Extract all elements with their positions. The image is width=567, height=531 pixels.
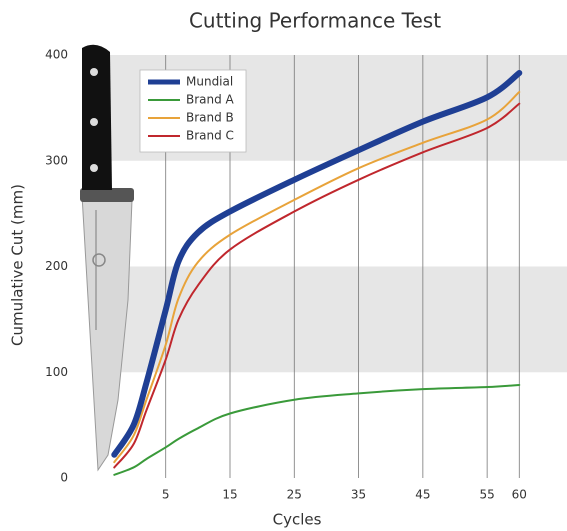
series-line <box>113 102 521 469</box>
x-tick-label: 15 <box>222 488 237 502</box>
y-tick-label: 400 <box>45 48 68 62</box>
knife-illustration <box>80 44 134 472</box>
series-line <box>113 91 521 464</box>
legend-label: Brand C <box>186 129 234 143</box>
x-tick-label: 25 <box>287 488 302 502</box>
y-tick-label: 200 <box>45 259 68 273</box>
chart-title: Cutting Performance Test <box>189 9 441 33</box>
x-tick-label: 60 <box>512 488 527 502</box>
y-tick-label: 300 <box>45 153 68 167</box>
x-axis-label: Cycles <box>273 511 322 529</box>
x-tick-label: 45 <box>415 488 430 502</box>
legend-label: Mundial <box>186 75 233 89</box>
grid-band <box>110 266 567 373</box>
y-axis-label: Cumulative Cut (mm) <box>9 184 27 346</box>
x-tick-label: 55 <box>480 488 495 502</box>
x-tick-label: 35 <box>351 488 366 502</box>
legend-label: Brand A <box>186 93 235 107</box>
series-line <box>113 383 521 476</box>
series-line <box>111 69 523 458</box>
x-tick-label: 5 <box>162 488 170 502</box>
y-tick-label: 0 <box>60 471 68 485</box>
y-tick-label: 100 <box>45 365 68 379</box>
legend-label: Brand B <box>186 111 234 125</box>
